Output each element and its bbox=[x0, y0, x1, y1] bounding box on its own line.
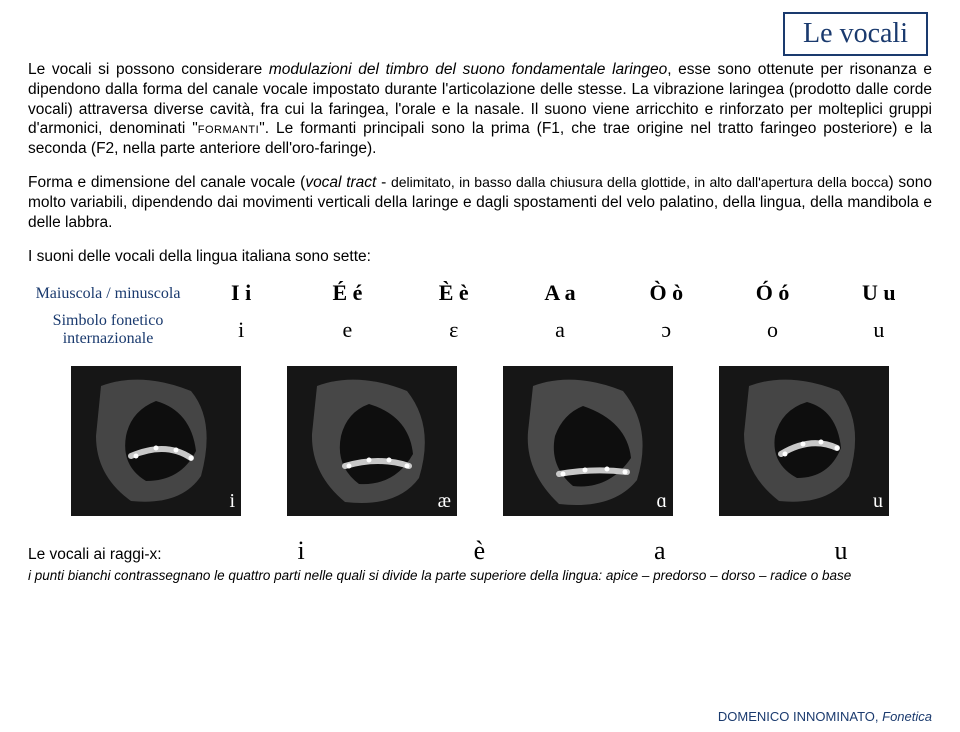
footer-work: Fonetica bbox=[882, 709, 932, 724]
row-label-ipa: Simbolo fonetico internazionale bbox=[28, 312, 188, 347]
xray-caption-vals: i è a u bbox=[213, 536, 932, 566]
xray-val: è bbox=[474, 536, 486, 566]
p2-d: delimitato, in basso dalla chiusura dell… bbox=[391, 174, 889, 190]
ipa-cells: i e ɛ a ɔ o u bbox=[188, 317, 932, 343]
vowel-row-ipa: Simbolo fonetico internazionale i e ɛ a … bbox=[28, 312, 932, 347]
vowel-cell: I i bbox=[188, 280, 294, 306]
ipa-label-b: internazionale bbox=[63, 330, 154, 347]
page-title: Le vocali bbox=[803, 18, 908, 49]
p1-b: modulazioni del timbro del suono fondame… bbox=[269, 61, 667, 78]
vowel-table: Maiuscola / minuscola I i É é È è A a Ò … bbox=[28, 280, 932, 347]
p1-a: Le vocali si possono considerare bbox=[28, 61, 269, 78]
vowel-cell: È è bbox=[401, 280, 507, 306]
vowel-cell: Ò ò bbox=[613, 280, 719, 306]
xray-bottom-labels: Le vocali ai raggi-x: i è a u bbox=[28, 536, 932, 566]
xray-image-a: ɑ bbox=[503, 366, 673, 516]
body-text: Le vocali si possono considerare modulaz… bbox=[28, 60, 932, 266]
xray-label: ɑ bbox=[657, 490, 667, 513]
vowel-cell: A a bbox=[507, 280, 613, 306]
mri-icon bbox=[503, 366, 673, 516]
vowel-row-letters: Maiuscola / minuscola I i É é È è A a Ò … bbox=[28, 280, 932, 306]
xray-caption-note: i punti bianchi contrassegnano le quattr… bbox=[28, 568, 932, 583]
letter-cells: I i É é È è A a Ò ò Ó ó U u bbox=[188, 280, 932, 306]
p1-d: formanti bbox=[198, 120, 259, 137]
xray-label: u bbox=[873, 490, 883, 513]
row-label-case: Maiuscola / minuscola bbox=[28, 285, 188, 303]
vowel-cell: É é bbox=[294, 280, 400, 306]
ipa-cell: a bbox=[507, 317, 613, 343]
mri-icon bbox=[287, 366, 457, 516]
vowel-intro: I suoni delle vocali della lingua italia… bbox=[28, 247, 932, 267]
xray-label: æ bbox=[438, 490, 451, 513]
xray-image-u: u bbox=[719, 366, 889, 516]
footer-attribution: DOMENICO INNOMINATO, Fonetica bbox=[718, 709, 932, 724]
ipa-cell: i bbox=[188, 317, 294, 343]
vowel-cell: U u bbox=[826, 280, 932, 306]
p2-b: vocal tract bbox=[305, 174, 376, 191]
xray-val: i bbox=[297, 536, 304, 566]
p2-a: Forma e dimensione del canale vocale ( bbox=[28, 174, 305, 191]
paragraph-1: Le vocali si possono considerare modulaz… bbox=[28, 60, 932, 159]
xray-label: i bbox=[229, 490, 235, 513]
paragraph-2: Forma e dimensione del canale vocale (vo… bbox=[28, 173, 932, 232]
xray-image-i: i bbox=[71, 366, 241, 516]
mri-icon bbox=[71, 366, 241, 516]
ipa-cell: ɔ bbox=[613, 317, 719, 343]
ipa-label-a: Simbolo fonetico bbox=[53, 312, 164, 329]
title-box: Le vocali bbox=[783, 12, 928, 56]
xray-val: u bbox=[835, 536, 848, 566]
ipa-cell: u bbox=[826, 317, 932, 343]
ipa-cell: ɛ bbox=[401, 317, 507, 343]
xray-image-ae: æ bbox=[287, 366, 457, 516]
footer-author: DOMENICO INNOMINATO bbox=[718, 709, 875, 724]
xray-caption-label: Le vocali ai raggi-x: bbox=[28, 546, 213, 564]
p2-c: - bbox=[376, 174, 391, 191]
ipa-cell: o bbox=[719, 317, 825, 343]
xray-val: a bbox=[654, 536, 666, 566]
mri-icon bbox=[719, 366, 889, 516]
vowel-cell: Ó ó bbox=[719, 280, 825, 306]
ipa-cell: e bbox=[294, 317, 400, 343]
xray-row: i æ ɑ u bbox=[28, 366, 932, 516]
